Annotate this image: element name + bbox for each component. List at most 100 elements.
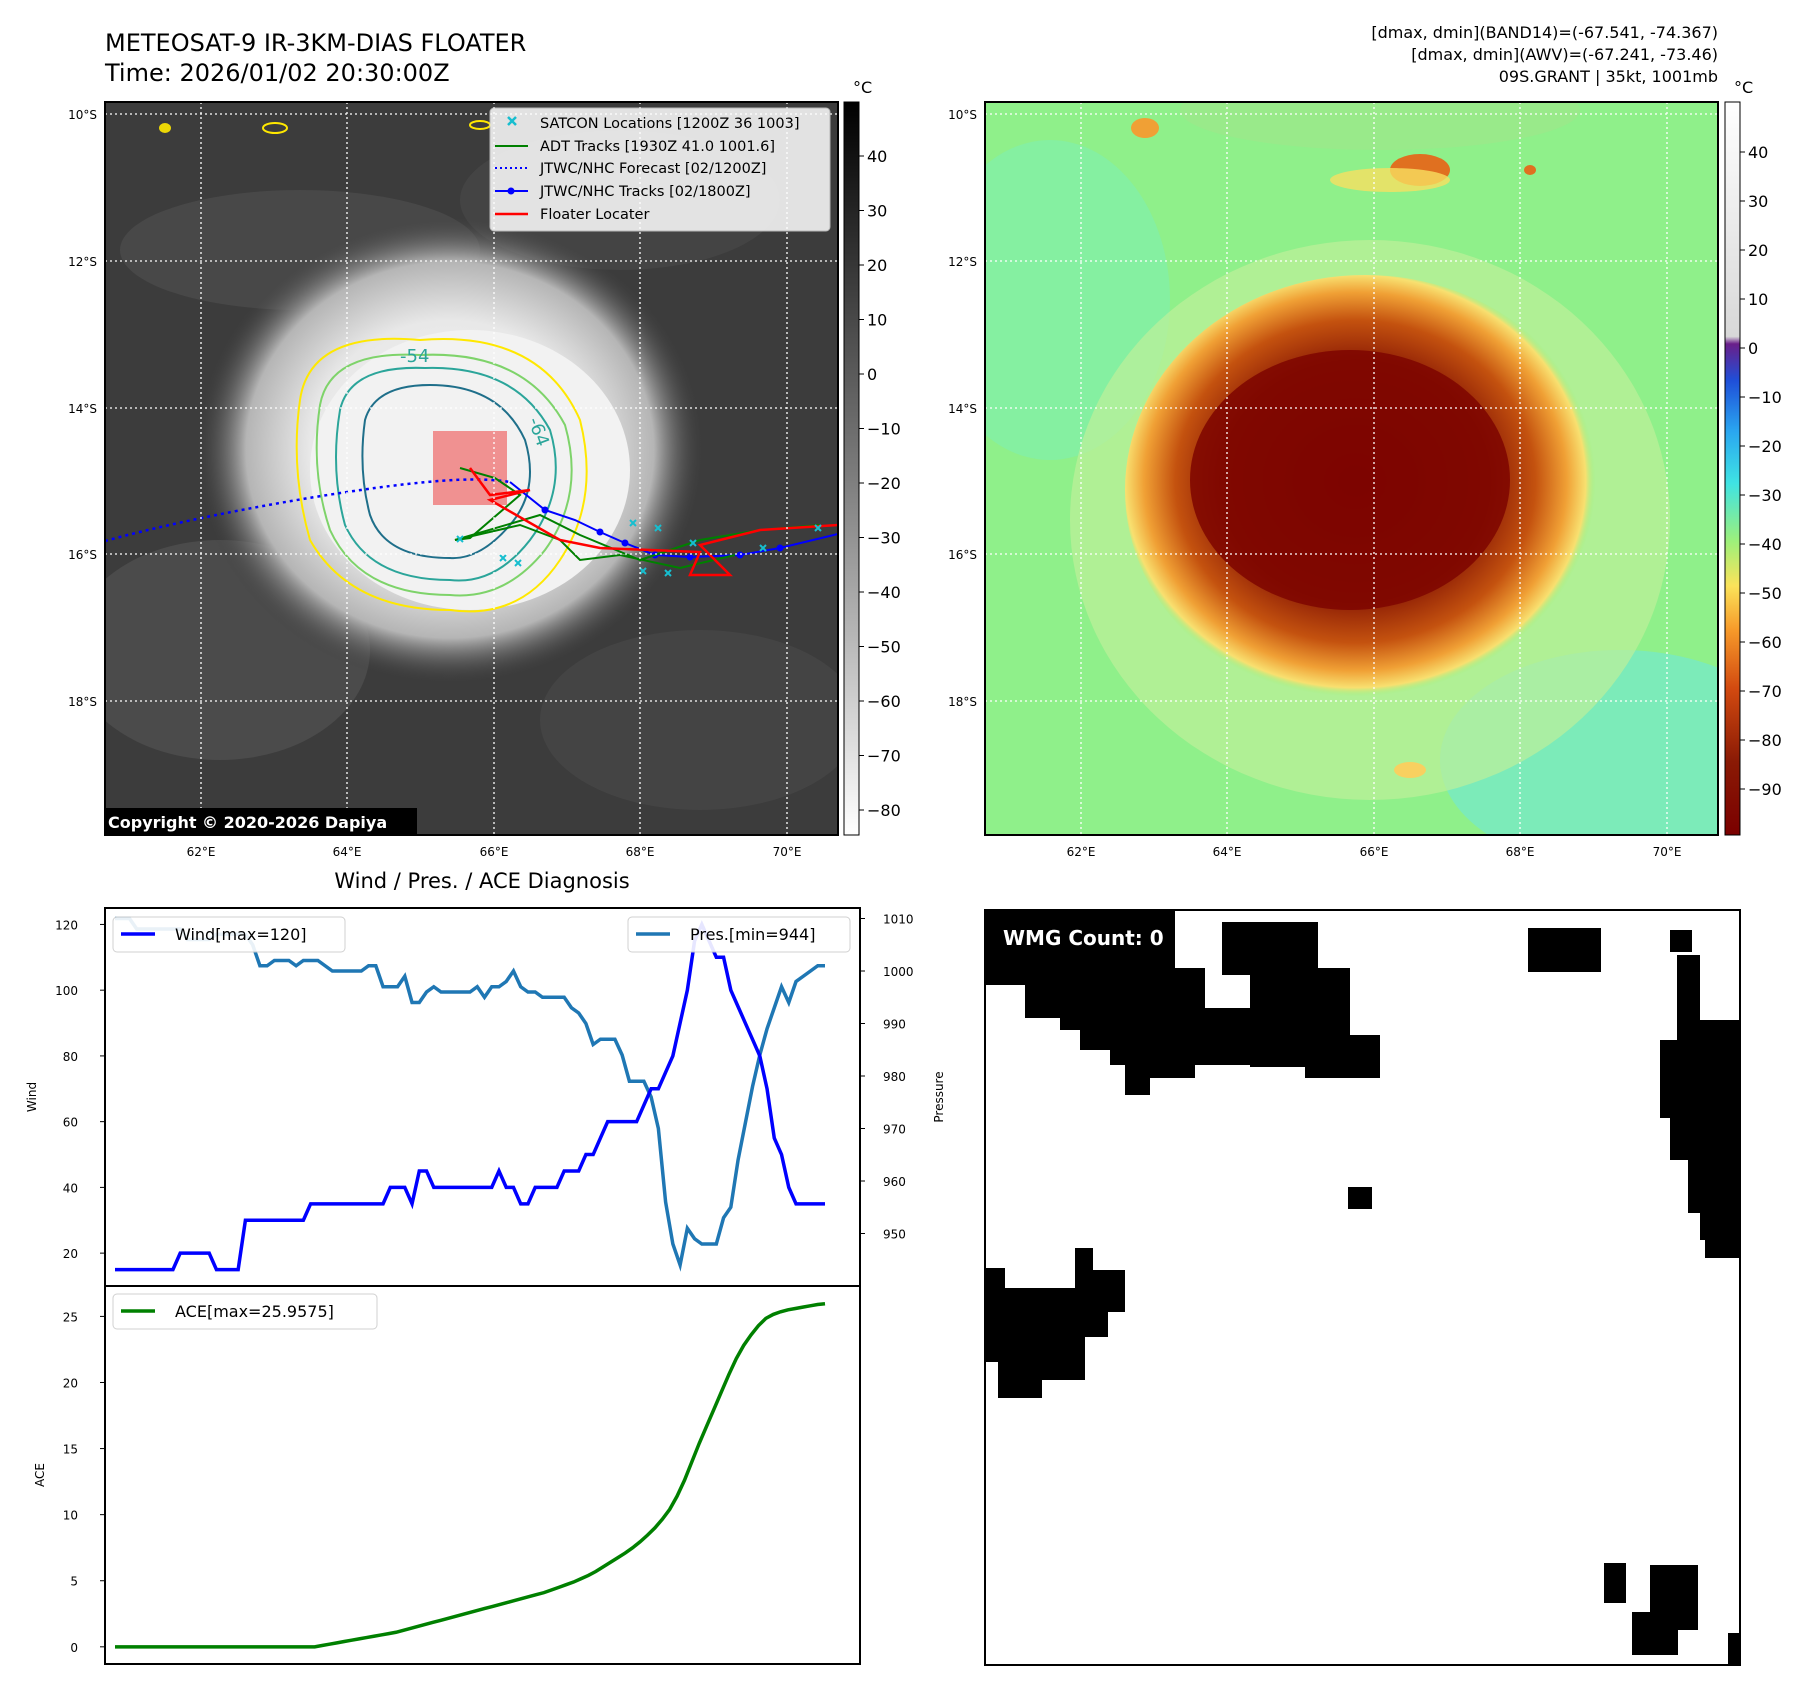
- awv-colorbar-tick-label: −50: [1748, 584, 1782, 603]
- ir-map-lon-labels: 62°E 64°E 66°E 68°E 70°E: [187, 845, 802, 859]
- contour-light-green: [315, 353, 573, 597]
- awv-colorbar-unit: °C: [1734, 78, 1753, 97]
- pressure-tick-label: 1000: [883, 965, 914, 979]
- ace-tick-label: 10: [63, 1509, 78, 1523]
- awv-map-gridlines: [985, 102, 1718, 835]
- svg-text:10°S: 10°S: [68, 108, 97, 122]
- svg-text:62°E: 62°E: [187, 845, 216, 859]
- awv-colorbar-tick-label: −60: [1748, 633, 1782, 652]
- wind-pressure-chart: 20 40 60 80 100 120 950 960 970 980 990 1000 1010 W…: [25, 907, 946, 1287]
- pressure-tick-label: 980: [883, 1070, 906, 1084]
- ir-map-gridlines: [105, 102, 838, 835]
- ir-colorbar-tick-label: −10: [867, 420, 901, 439]
- legend-forecast-label: JTWC/NHC Forecast [02/1200Z]: [539, 161, 766, 177]
- copyright-badge: [105, 808, 417, 835]
- ir-map-lat-labels: 10°S 12°S 14°S 16°S 18°S: [68, 108, 97, 709]
- wind-pressure-frame: [104, 907, 861, 1287]
- ir-colorbar-tick-label: −60: [867, 692, 901, 711]
- wind-legend-box: [112, 916, 346, 953]
- ir-colorbar-tick-label: −70: [867, 747, 901, 766]
- pressure-tick-label: 990: [883, 1018, 906, 1032]
- pressure-tick-label: 960: [883, 1175, 906, 1189]
- ace-chart: 0 5 10 15 20 25 ACE ACE[max=25.9575]: [33, 1285, 861, 1665]
- ace-legend-box: [112, 1293, 378, 1330]
- awv-colorbar-tick-label: −30: [1748, 486, 1782, 505]
- awv-colorbar-ticks: 40 30 20 10 0 −10 −20 −30 −40 −50 −60 −70 −80 −90: [1740, 143, 1782, 799]
- stats-storm-info: 09S.GRANT | 35kt, 1001mb: [1499, 67, 1718, 86]
- ace-legend: ACE[max=25.9575]: [112, 1293, 378, 1330]
- svg-text:68°E: 68°E: [1506, 845, 1535, 859]
- wmg-count-label: WMG Count: 0: [1003, 926, 1164, 950]
- ir-colorbar-tick-label: 40: [867, 147, 887, 166]
- awv-colorbar-tick-label: −80: [1748, 731, 1782, 750]
- ir-colorbar-tick-label: 30: [867, 202, 887, 221]
- contour-blue-64: [361, 383, 531, 560]
- svg-text:18°S: 18°S: [948, 695, 977, 709]
- contour-yellow: [295, 337, 588, 613]
- map-legend: SATCON Locations [1200Z 36 1003] ADT Tra…: [489, 107, 831, 232]
- svg-text:16°S: 16°S: [68, 548, 97, 562]
- figure-title: METEOSAT-9 IR-3KM-DIAS FLOATER: [105, 29, 526, 57]
- awv-colorbar-tick-label: 40: [1748, 143, 1768, 162]
- wind-legend-label: Wind[max=120]: [175, 925, 307, 944]
- ace-frame: [104, 1285, 861, 1665]
- ace-legend-label: ACE[max=25.9575]: [175, 1302, 334, 1321]
- wind-ylabel: Wind: [25, 1082, 39, 1112]
- svg-text:68°E: 68°E: [626, 845, 655, 859]
- awv-colorbar-tick-label: −90: [1748, 780, 1782, 799]
- ace-tick-label: 0: [70, 1641, 78, 1655]
- svg-text:10°S: 10°S: [948, 108, 977, 122]
- wind-tick-label: 80: [63, 1050, 78, 1064]
- ir-colorbar-tick-label: −40: [867, 583, 901, 602]
- awv-colorbar-bar: [1724, 101, 1741, 836]
- wmg-panel: WMG Count: 0: [984, 909, 1741, 1666]
- floater-locater-track: [468, 467, 838, 577]
- awv-colorbar: °C 40 30 20 10 0 −10 −20 −30 −40 −50 −60 −70 −80 −90: [1724, 78, 1782, 836]
- awv-colorbar-tick-label: 10: [1748, 290, 1768, 309]
- wind-tick-label: 20: [63, 1247, 78, 1261]
- pressure-tick-label: 1010: [883, 913, 914, 927]
- ir-colorbar: °C 40 30 20 10 0 −10 −20 −30 −40 −50 −60 −70 −80: [843, 78, 901, 836]
- awv-colorbar-tick-label: −10: [1748, 388, 1782, 407]
- ir-map-panel: -54 -64 Copyright © 2020-2: [68, 101, 839, 859]
- ace-yaxis-ticks: 0 5 10 15 20 25: [63, 1310, 105, 1655]
- satcon-locations: [456, 519, 822, 577]
- wind-tick-label: 40: [63, 1181, 78, 1195]
- contour-label-54: -54: [400, 346, 429, 367]
- svg-text:64°E: 64°E: [1213, 845, 1242, 859]
- pressure-yaxis-ticks: 950 960 970 980 990 1000 1010: [860, 913, 914, 1242]
- awv-colorbar-tick-label: 0: [1748, 339, 1758, 358]
- ace-tick-label: 5: [70, 1575, 78, 1589]
- figure-time: Time: 2026/01/02 20:30:00Z: [104, 59, 450, 87]
- wmg-mask-blobs: [985, 910, 1740, 1665]
- legend-box: [489, 107, 831, 232]
- wind-legend: Wind[max=120]: [112, 916, 346, 953]
- svg-text:14°S: 14°S: [948, 402, 977, 416]
- legend-tracks-label: JTWC/NHC Tracks [02/1800Z]: [539, 184, 751, 200]
- ace-tick-label: 20: [63, 1376, 78, 1390]
- ir-colorbar-tick-label: −20: [867, 474, 901, 493]
- ir-colorbar-tick-label: −30: [867, 529, 901, 548]
- svg-text:66°E: 66°E: [480, 845, 509, 859]
- ir-colorbar-tick-label: 20: [867, 256, 887, 275]
- svg-text:14°S: 14°S: [68, 402, 97, 416]
- pressure-tick-label: 950: [883, 1228, 906, 1242]
- pressure-legend-label: Pres.[min=944]: [690, 925, 815, 944]
- svg-text:12°S: 12°S: [948, 255, 977, 269]
- awv-colorbar-tick-label: −70: [1748, 682, 1782, 701]
- awv-map-lat-labels: 10°S 12°S 14°S 16°S 18°S: [948, 108, 977, 709]
- wmg-frame: [984, 909, 1741, 1666]
- copyright-text: Copyright © 2020-2026 Dapiya: [108, 813, 387, 832]
- ace-tick-label: 15: [63, 1443, 78, 1457]
- svg-text:64°E: 64°E: [333, 845, 362, 859]
- diagnosis-title: Wind / Pres. / ACE Diagnosis: [334, 869, 629, 893]
- ace-tick-label: 25: [63, 1310, 78, 1324]
- awv-map-frame: [984, 101, 1719, 836]
- awv-colorbar-tick-label: 30: [1748, 192, 1768, 211]
- pressure-legend-box: [627, 916, 851, 953]
- svg-text:66°E: 66°E: [1360, 845, 1389, 859]
- svg-text:70°E: 70°E: [773, 845, 802, 859]
- ir-colorbar-unit: °C: [853, 78, 872, 97]
- ir-colorbar-tick-label: −80: [867, 801, 901, 820]
